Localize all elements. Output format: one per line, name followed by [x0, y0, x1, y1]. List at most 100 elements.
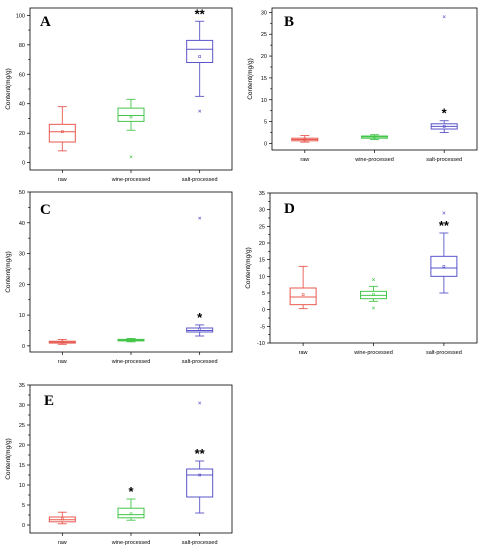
y-tick-label: 5: [264, 120, 267, 126]
iqr-box: [430, 255, 458, 277]
category-label: salt-processed: [182, 177, 218, 183]
iqr-box: [117, 507, 145, 519]
y-axis-label: Content(mg/g): [245, 247, 252, 289]
mean-marker: [198, 327, 201, 331]
iqr-box: [117, 107, 145, 122]
iqr-box: [186, 39, 214, 63]
category-label: raw: [58, 540, 67, 546]
mean-marker: [303, 138, 307, 141]
outlier-point: [442, 15, 446, 19]
y-tick-label: -5: [260, 324, 265, 330]
box-raw: [48, 338, 76, 345]
mean-marker: [373, 135, 376, 139]
y-tick-label: 5: [22, 503, 25, 509]
y-tick-label: 30: [19, 403, 25, 409]
box-wine-processed: [117, 338, 145, 343]
mean-marker: [129, 512, 133, 516]
mean-marker: [129, 115, 133, 119]
significance-marker: *: [197, 310, 203, 325]
box-wine-processed: [361, 134, 388, 140]
y-tick-label: 15: [19, 463, 25, 469]
y-tick-label: 20: [19, 282, 25, 288]
y-tick-label: 80: [19, 43, 25, 49]
mean-marker: [198, 473, 201, 477]
category-label: wine-processed: [111, 540, 151, 546]
y-tick-label: 40: [19, 221, 25, 227]
panel-letter-a: A: [40, 14, 51, 30]
y-tick-label: 40: [19, 102, 25, 108]
plot-frame: [29, 7, 233, 171]
y-tick-label: 25: [19, 423, 25, 429]
y-tick-label: 50: [19, 190, 25, 196]
significance-marker: *: [442, 106, 448, 121]
category-label: salt-processed: [426, 350, 462, 356]
y-tick-label: 20: [19, 131, 25, 137]
y-tick-label: 0: [22, 523, 25, 529]
y-tick-label: 35: [259, 191, 265, 197]
box-raw: [289, 265, 317, 310]
iqr-box: [289, 287, 317, 306]
box-salt-processed: *: [430, 15, 458, 133]
y-tick-label: 35: [19, 383, 25, 389]
box-raw: [291, 135, 319, 143]
category-label: raw: [58, 359, 67, 365]
y-tick-label: 25: [259, 224, 265, 230]
y-tick-label: 0: [264, 141, 267, 147]
category-label: raw: [300, 157, 309, 163]
y-tick-label: 10: [19, 313, 25, 319]
y-tick-label: 10: [259, 274, 265, 280]
panel-letter-e: E: [44, 393, 54, 409]
y-tick-label: 15: [259, 258, 265, 264]
y-tick-label: 20: [259, 241, 265, 247]
significance-marker: **: [195, 6, 206, 21]
category-label: wine-processed: [354, 157, 394, 163]
y-tick-label: 30: [259, 208, 265, 214]
category-label: salt-processed: [182, 359, 218, 365]
box-salt-processed: **: [186, 6, 214, 113]
mean-marker: [442, 265, 446, 268]
category-label: wine-processed: [353, 350, 393, 356]
y-tick-label: 15: [261, 76, 267, 82]
iqr-box: [186, 468, 214, 498]
box-raw: [48, 511, 76, 525]
box-wine-processed: [117, 98, 145, 159]
mean-marker: [442, 125, 446, 128]
outlier-point: [129, 155, 133, 159]
outlier-point: [371, 278, 376, 282]
category-label: raw: [299, 350, 308, 356]
y-tick-label: 0: [262, 308, 265, 314]
mean-marker: [129, 338, 133, 342]
y-tick-label: 60: [19, 72, 25, 78]
y-tick-label: 20: [261, 54, 267, 60]
y-tick-label: 25: [261, 32, 267, 38]
mean-marker: [198, 55, 201, 58]
y-tick-label: 10: [261, 98, 267, 104]
panel-letter-d: D: [284, 201, 295, 217]
y-tick-label: 0: [22, 344, 25, 350]
outlier-point: [198, 109, 202, 113]
mean-marker: [301, 293, 305, 296]
mean-marker: [61, 340, 64, 344]
y-axis-label: Content(mg/g): [247, 58, 254, 100]
outlier-point: [442, 211, 446, 215]
category-label: wine-processed: [111, 359, 151, 365]
y-tick-label: 5: [262, 291, 265, 297]
outlier-point: [371, 306, 376, 310]
panel-letter-c: C: [40, 202, 51, 218]
y-axis-label: Content(mg/g): [5, 251, 12, 293]
y-tick-label: 100: [16, 13, 25, 19]
box-wine-processed: [360, 278, 387, 310]
y-tick-label: 20: [19, 443, 25, 449]
y-tick-label: 0: [22, 161, 25, 167]
box-wine-processed: *: [117, 484, 145, 521]
category-label: salt-processed: [426, 157, 462, 163]
y-tick-label: 10: [19, 483, 25, 489]
box-salt-processed: **: [430, 211, 458, 294]
box-salt-processed: **: [186, 401, 214, 514]
